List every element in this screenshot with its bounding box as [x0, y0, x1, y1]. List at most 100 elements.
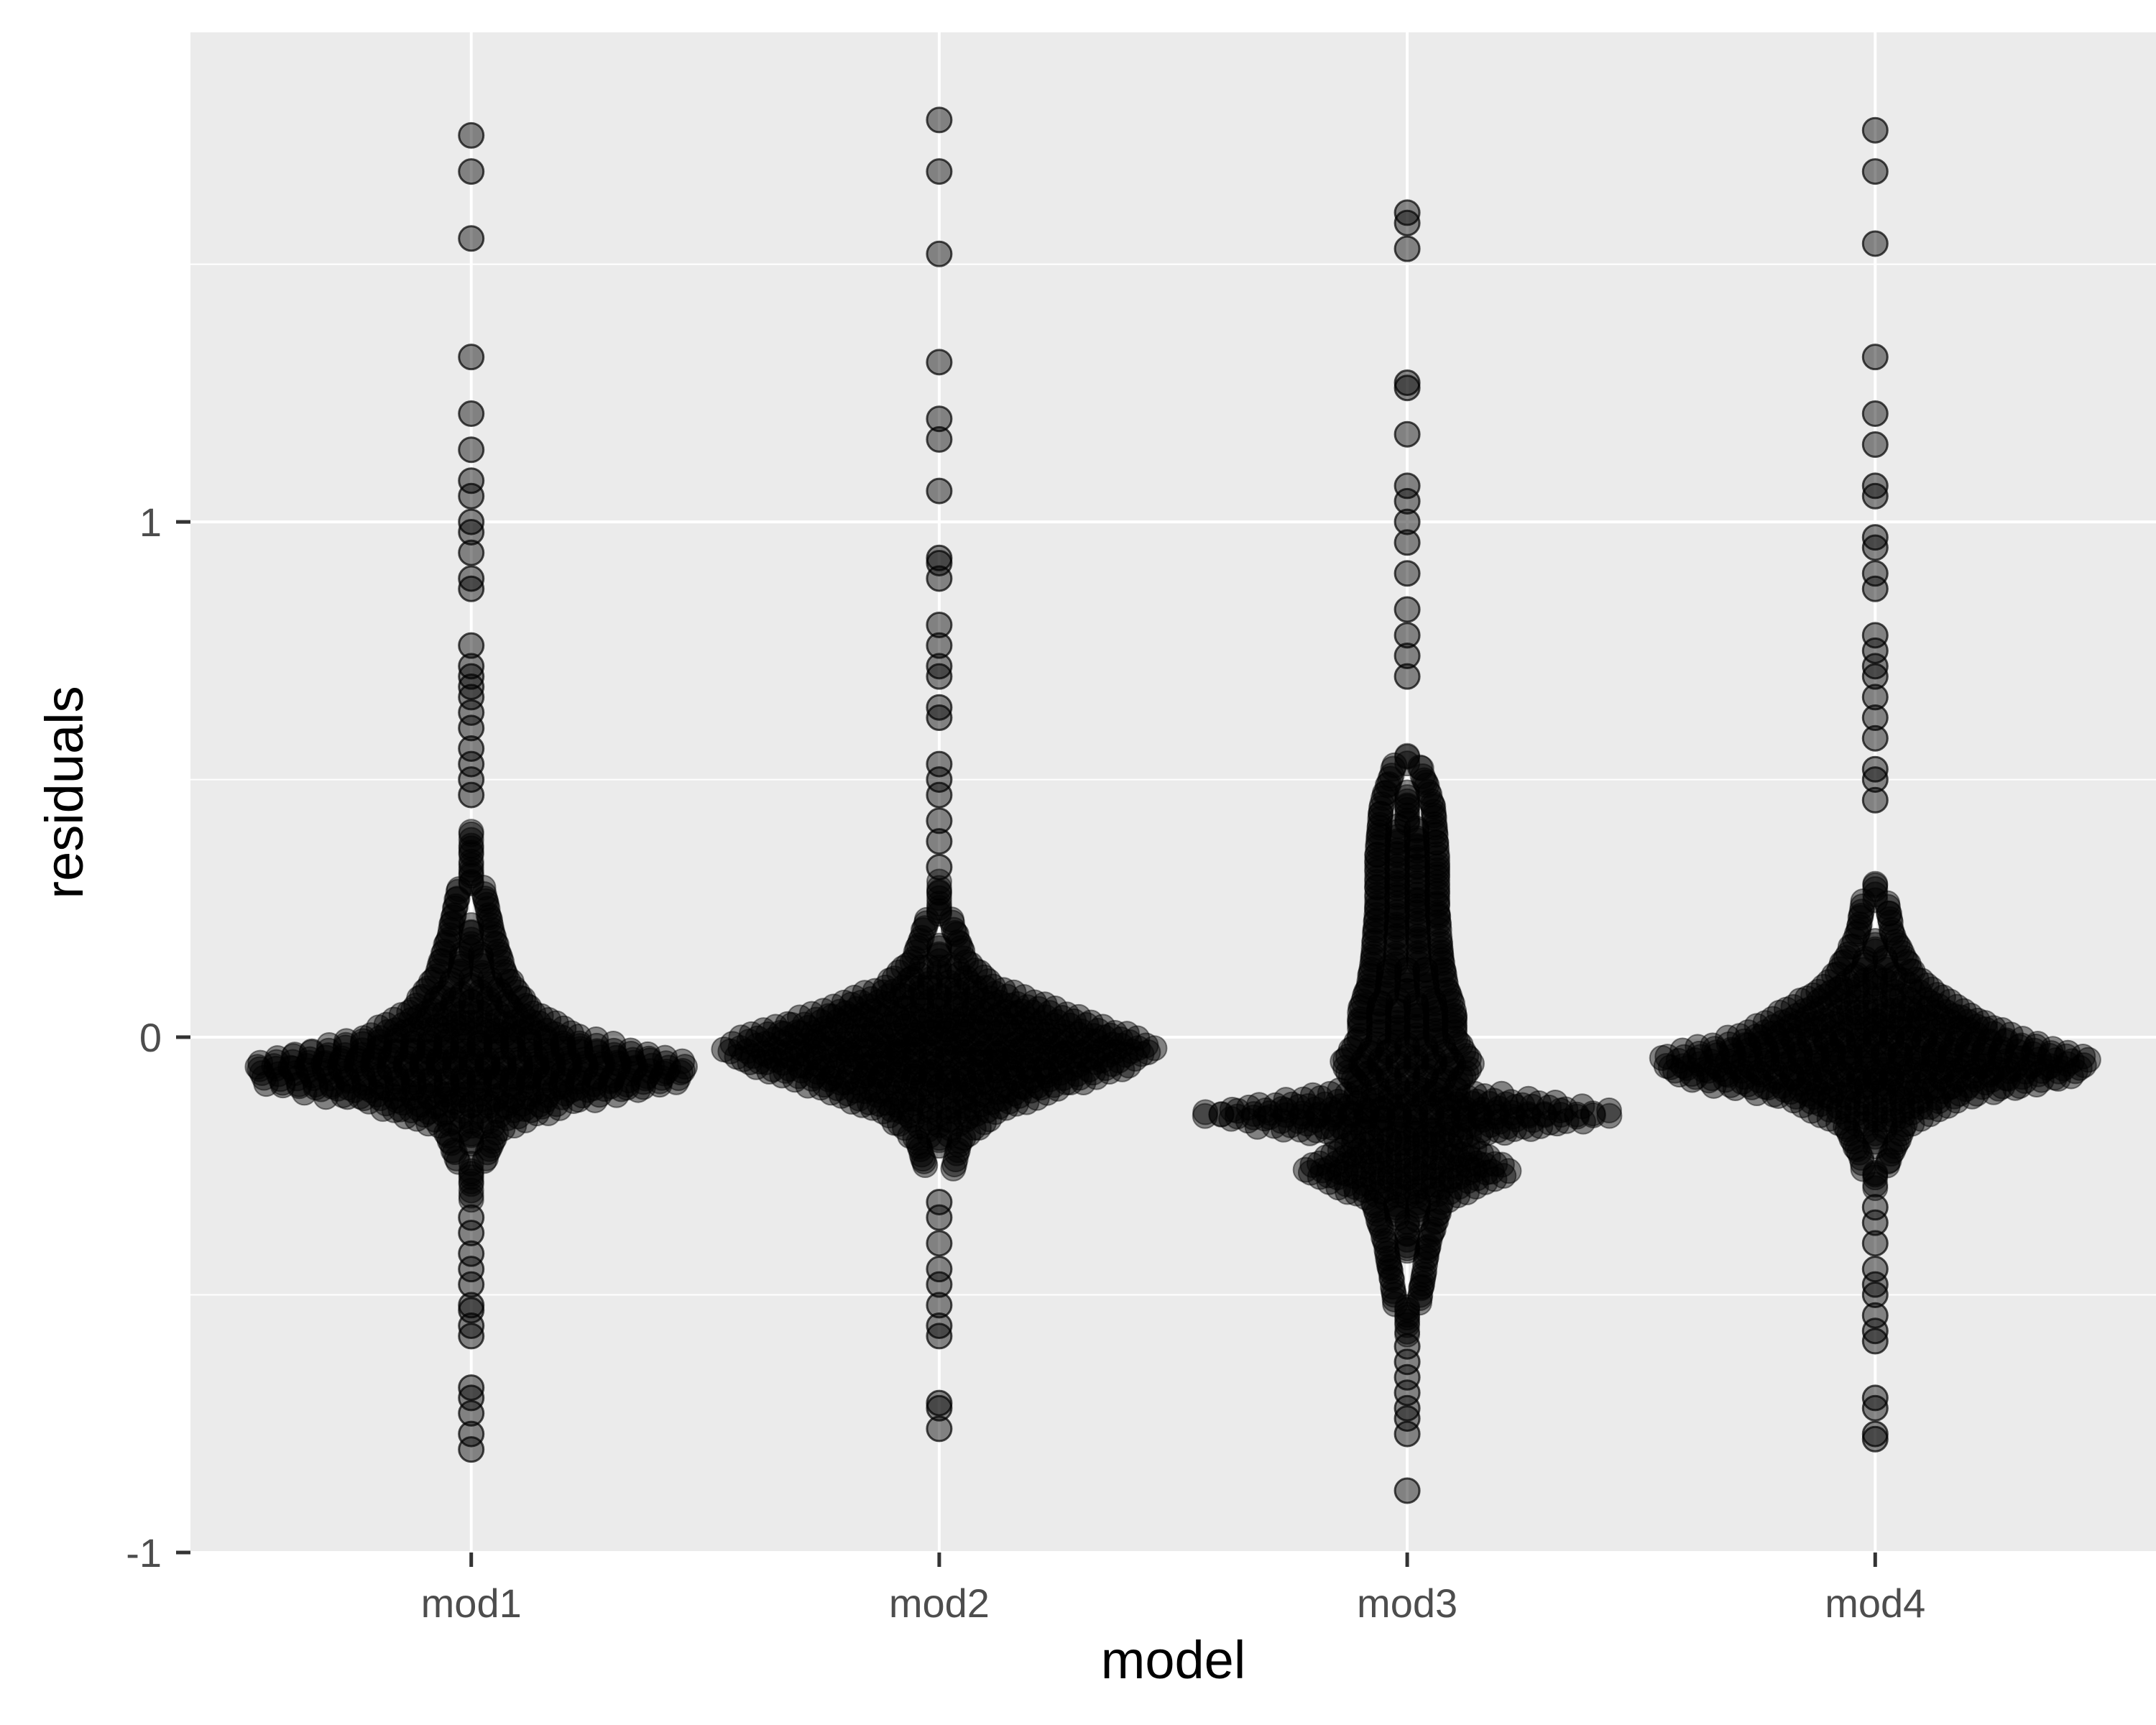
point: [1321, 1100, 1348, 1126]
point: [926, 1322, 953, 1350]
point: [1244, 1113, 1271, 1140]
point: [1141, 1035, 1168, 1062]
point: [466, 1059, 493, 1086]
point: [446, 960, 473, 987]
point: [926, 240, 953, 267]
point: [349, 1031, 376, 1057]
point: [1324, 1164, 1350, 1191]
point: [804, 1059, 831, 1085]
point: [1360, 947, 1386, 973]
point: [516, 1028, 543, 1054]
point: [1000, 1022, 1026, 1049]
point: [349, 1041, 375, 1068]
point: [1385, 1049, 1411, 1076]
point: [1424, 841, 1450, 868]
point: [1091, 1024, 1118, 1051]
point: [318, 1073, 345, 1100]
point: [1438, 1163, 1465, 1190]
point: [265, 1061, 292, 1087]
point: [493, 1093, 520, 1120]
point: [982, 1057, 1009, 1084]
point: [1044, 1008, 1070, 1035]
point: [942, 995, 969, 1021]
point: [786, 1052, 813, 1079]
point: [484, 1000, 511, 1026]
point: [1394, 983, 1421, 1009]
point: [1503, 1106, 1529, 1133]
point: [1363, 907, 1389, 934]
point: [313, 1084, 339, 1110]
point: [399, 1016, 425, 1043]
point: [458, 1150, 484, 1177]
point: [1053, 1070, 1079, 1096]
point: [458, 1171, 484, 1197]
point: [566, 1033, 593, 1059]
point: [533, 1065, 559, 1092]
point: [918, 1051, 944, 1077]
point: [1861, 1230, 1889, 1257]
point: [1520, 1107, 1547, 1133]
point: [1271, 1116, 1297, 1143]
point: [458, 856, 484, 883]
point: [961, 995, 987, 1021]
point: [416, 1059, 443, 1086]
point: [740, 1043, 766, 1070]
point: [1468, 1117, 1495, 1144]
point: [867, 1019, 894, 1046]
point: [825, 1008, 852, 1034]
point: [468, 983, 494, 1010]
point: [1365, 1020, 1392, 1046]
point: [926, 948, 952, 975]
point: [934, 1003, 961, 1029]
point: [458, 989, 484, 1016]
point: [849, 1092, 875, 1118]
point: [1312, 1091, 1338, 1118]
point: [484, 932, 510, 958]
point: [1376, 770, 1402, 797]
point: [852, 1003, 879, 1030]
point: [1445, 1077, 1471, 1104]
point: [492, 1079, 518, 1105]
point: [1438, 1047, 1465, 1074]
point: [635, 1045, 662, 1072]
point: [1406, 946, 1432, 972]
point: [445, 878, 471, 905]
point: [1378, 762, 1405, 788]
point: [1404, 817, 1430, 844]
point: [1292, 1156, 1319, 1183]
point: [468, 944, 494, 970]
point: [837, 1041, 864, 1068]
point: [885, 1080, 911, 1106]
point: [984, 1063, 1010, 1090]
point: [1429, 1067, 1456, 1094]
point: [1351, 1153, 1378, 1179]
point: [1064, 1061, 1090, 1087]
point: [959, 1036, 985, 1063]
point: [549, 1067, 576, 1093]
point: [1044, 1075, 1071, 1102]
point: [1083, 1064, 1110, 1090]
point: [1376, 1066, 1403, 1092]
point: [1319, 1115, 1346, 1141]
point: [483, 1061, 510, 1087]
point: [417, 1067, 443, 1094]
point: [1324, 1149, 1350, 1176]
point: [1347, 1006, 1373, 1033]
point: [1429, 1031, 1456, 1058]
point: [441, 1089, 468, 1116]
point: [501, 975, 528, 1002]
point: [1413, 966, 1439, 993]
point: [870, 1098, 896, 1125]
point: [987, 989, 1013, 1016]
point: [926, 1125, 952, 1151]
point: [1488, 1151, 1515, 1178]
point: [458, 225, 485, 252]
point: [959, 1072, 985, 1099]
point: [1034, 1080, 1061, 1106]
point: [909, 1033, 936, 1059]
point: [948, 934, 975, 961]
point: [750, 1017, 777, 1044]
plot-panel: [190, 32, 2156, 1552]
point: [877, 1070, 903, 1096]
point: [901, 1029, 928, 1056]
